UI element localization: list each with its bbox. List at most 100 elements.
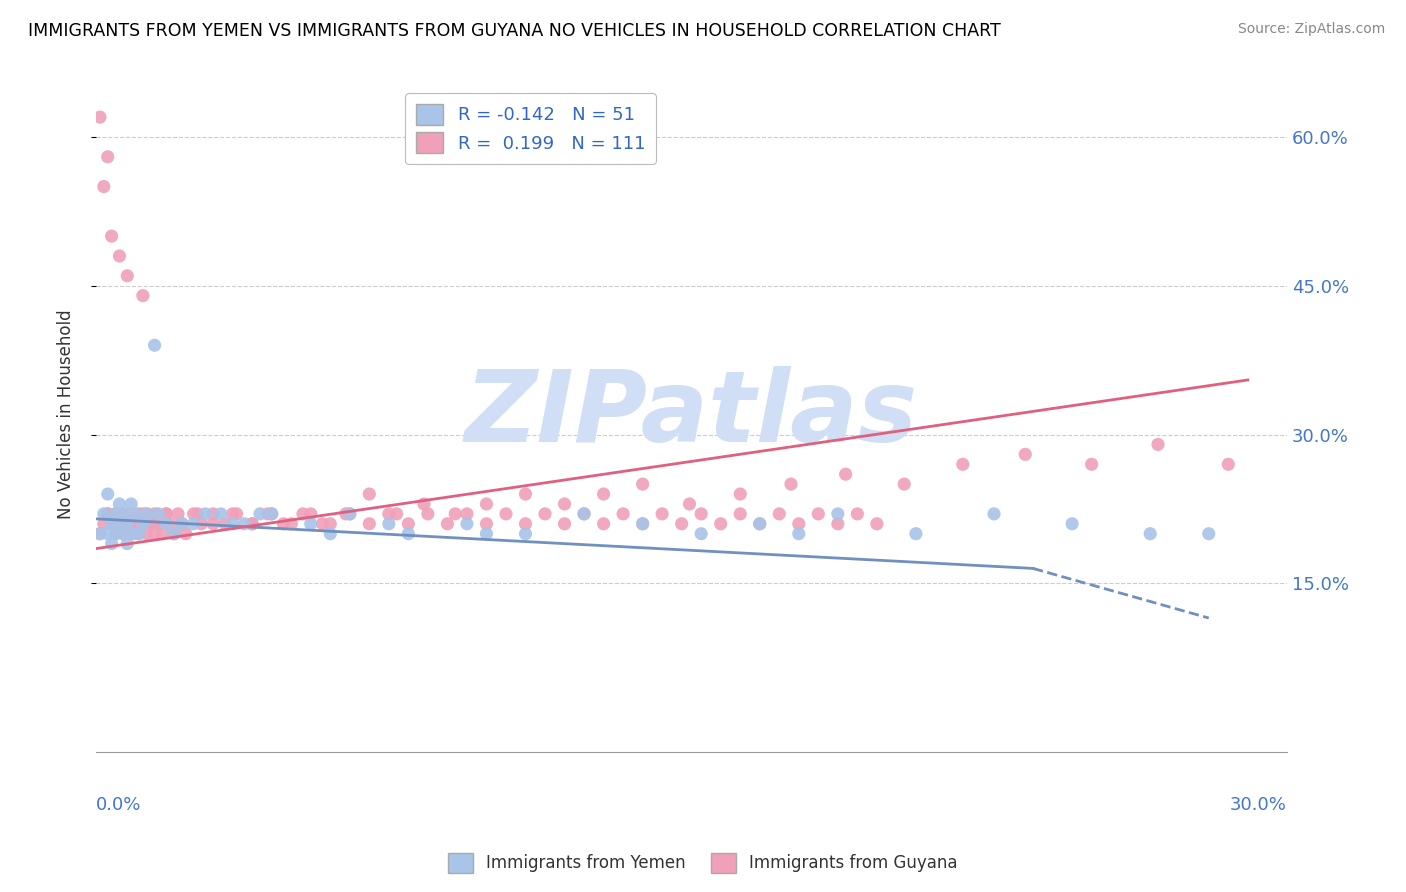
Point [120, 507, 142, 521]
Point [128, 507, 150, 521]
Point [112, 507, 135, 521]
Point [1218, 457, 1240, 471]
Point [97, 507, 120, 521]
Point [335, 507, 357, 521]
Point [572, 507, 595, 521]
Point [135, 507, 157, 521]
Point [1139, 526, 1161, 541]
Point [240, 516, 263, 531]
Point [436, 516, 458, 531]
Point [787, 526, 810, 541]
Text: Source: ZipAtlas.com: Source: ZipAtlas.com [1237, 22, 1385, 37]
Point [148, 507, 170, 521]
Point [221, 516, 243, 531]
Point [112, 507, 135, 521]
Point [416, 507, 439, 521]
Legend: Immigrants from Yemen, Immigrants from Guyana: Immigrants from Yemen, Immigrants from G… [441, 847, 965, 880]
Point [1080, 457, 1102, 471]
Point [631, 477, 654, 491]
Point [554, 516, 576, 531]
Point [124, 507, 146, 521]
Point [148, 516, 170, 531]
Point [209, 507, 232, 521]
Point [1198, 526, 1220, 541]
Point [124, 526, 146, 541]
Point [631, 516, 654, 531]
Point [339, 507, 361, 521]
Point [748, 516, 770, 531]
Point [100, 229, 122, 244]
Point [413, 497, 436, 511]
Point [710, 516, 733, 531]
Point [183, 516, 205, 531]
Point [592, 487, 614, 501]
Point [112, 526, 135, 541]
Point [97, 487, 120, 501]
Text: 30.0%: 30.0% [1230, 796, 1286, 814]
Point [89, 526, 111, 541]
Point [866, 516, 889, 531]
Point [124, 507, 146, 521]
Point [170, 516, 193, 531]
Point [572, 507, 595, 521]
Point [319, 526, 342, 541]
Point [93, 507, 115, 521]
Point [143, 516, 166, 531]
Point [150, 526, 173, 541]
Point [89, 526, 111, 541]
Point [104, 516, 127, 531]
Point [190, 516, 212, 531]
Point [163, 526, 186, 541]
Point [612, 507, 634, 521]
Point [104, 507, 127, 521]
Point [359, 516, 381, 531]
Point [444, 507, 467, 521]
Point [1062, 516, 1084, 531]
Point [515, 526, 537, 541]
Point [170, 516, 193, 531]
Point [249, 507, 271, 521]
Point [139, 516, 162, 531]
Point [690, 507, 713, 521]
Point [135, 507, 157, 521]
Point [534, 507, 557, 521]
Point [170, 516, 193, 531]
Point [108, 497, 131, 511]
Point [104, 526, 127, 541]
Point [100, 516, 122, 531]
Point [1147, 437, 1170, 451]
Point [112, 507, 135, 521]
Point [132, 516, 155, 531]
Point [728, 487, 751, 501]
Point [952, 457, 974, 471]
Point [359, 487, 381, 501]
Point [299, 516, 322, 531]
Point [748, 516, 770, 531]
Point [132, 288, 155, 302]
Point [495, 507, 517, 521]
Point [983, 507, 1005, 521]
Point [396, 526, 419, 541]
Point [143, 526, 166, 541]
Point [155, 507, 177, 521]
Point [194, 507, 217, 521]
Point [291, 507, 314, 521]
Point [631, 516, 654, 531]
Point [128, 526, 150, 541]
Point [396, 516, 419, 531]
Point [97, 507, 120, 521]
Point [155, 507, 177, 521]
Point [112, 526, 135, 541]
Point [100, 536, 122, 550]
Point [260, 507, 283, 521]
Point [456, 516, 478, 531]
Point [202, 507, 225, 521]
Point [280, 516, 302, 531]
Point [475, 526, 498, 541]
Point [554, 497, 576, 511]
Point [690, 526, 713, 541]
Point [214, 516, 236, 531]
Point [117, 516, 139, 531]
Point [163, 526, 186, 541]
Point [104, 526, 127, 541]
